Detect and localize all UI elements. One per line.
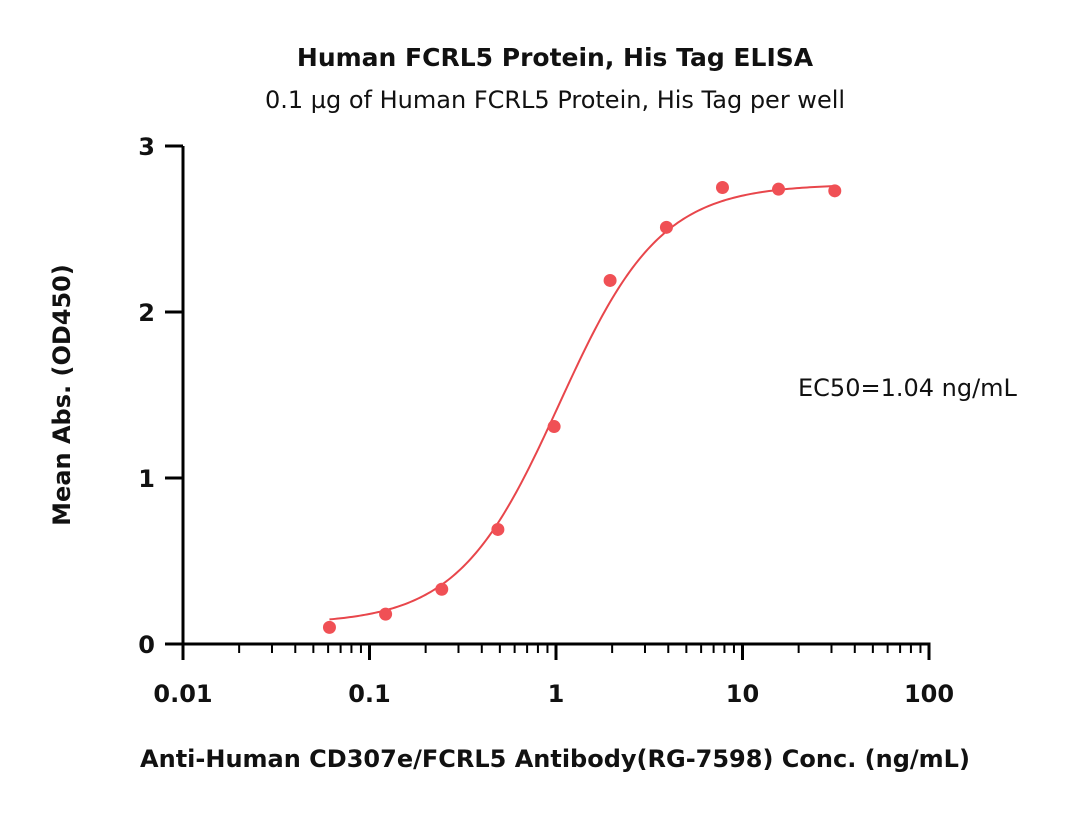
x-tick-label: 10	[726, 680, 759, 708]
ec50-annotation: EC50=1.04 ng/mL	[798, 374, 1018, 402]
data-point	[828, 184, 842, 198]
chart-subtitle: 0.1 µg of Human FCRL5 Protein, His Tag p…	[265, 86, 845, 114]
y-tick-label: 1	[138, 465, 155, 493]
chart-title: Human FCRL5 Protein, His Tag ELISA	[297, 43, 814, 72]
data-point	[547, 420, 561, 434]
data-point	[715, 181, 729, 194]
data-point	[379, 607, 393, 621]
fit-curve-layer	[329, 185, 835, 621]
data-point	[772, 182, 786, 196]
x-tick-label: 100	[904, 680, 954, 708]
y-tick-label: 2	[138, 299, 155, 327]
y-axis-label: Mean Abs. (OD450)	[48, 264, 76, 526]
x-tick-label: 1	[548, 680, 565, 708]
data-points-layer	[322, 181, 842, 634]
x-axis-label: Anti-Human CD307e/FCRL5 Antibody(RG-7598…	[140, 745, 970, 773]
axes: 0.01 0.1 1 10 100 0 1 2 3	[138, 133, 954, 708]
y-tick-label: 3	[138, 133, 155, 161]
data-point	[322, 620, 336, 634]
data-point	[435, 582, 449, 596]
fit-curve	[329, 185, 835, 621]
x-tick-label: 0.01	[153, 680, 212, 708]
y-tick-label: 0	[138, 631, 155, 659]
data-point	[659, 220, 673, 234]
data-point	[491, 522, 505, 536]
data-point	[603, 273, 617, 287]
x-tick-label: 0.1	[348, 680, 391, 708]
